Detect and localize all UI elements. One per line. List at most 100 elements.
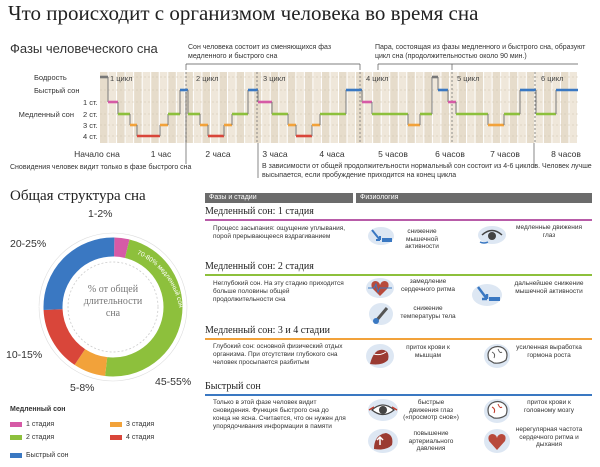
- legend-item-rem: Быстрый сон: [10, 452, 68, 459]
- cycle-label-5: 5 цикл: [457, 74, 480, 83]
- page-title: Что происходит с организмом человека во …: [8, 1, 479, 25]
- legend-swatch: [10, 435, 22, 440]
- hypnogram-stripe: [270, 72, 279, 143]
- hypnogram-stripe: [381, 72, 390, 143]
- legend-item-stage2: 2 стадия: [10, 434, 54, 441]
- heart-irregular-icon: [482, 427, 512, 460]
- row2-effect-2: снижение температуры тела: [400, 305, 456, 320]
- stage-label-2: 2 ст.: [83, 110, 98, 119]
- row4-effect-1: быстрые движения глаз («просмотр снов»): [403, 399, 459, 421]
- hypnogram-stripe: [321, 72, 330, 143]
- hypnogram-stripe: [484, 72, 492, 143]
- hypnogram-stripe: [501, 72, 509, 143]
- hypnogram-line: [100, 75, 578, 138]
- row1-effect-2: медленные движения глаз: [516, 224, 582, 239]
- legend-item-stage1: 1 стадия: [10, 421, 54, 428]
- row3-effect-2: усиленная выработка гормона роста: [516, 344, 582, 359]
- hypnogram-stripe: [373, 72, 381, 143]
- note-cycle: Сон человека состоит из сменяющихся фаз …: [188, 44, 332, 60]
- hour-label-6: 6 часов: [435, 149, 465, 159]
- donut-segment-rem: [43, 237, 115, 310]
- row4-effect-3: приток крови к головному мозгу: [523, 399, 575, 414]
- donut-outer-ring: [38, 232, 188, 382]
- hypnogram-stripe: [108, 72, 117, 143]
- row2-desc: Неглубокий сон. На эту стадию приходится…: [213, 280, 344, 303]
- row2-rule: [205, 274, 592, 276]
- note-dreams: Сновидения человек видит только в фазе б…: [10, 164, 192, 171]
- legend-title: Медленный сон: [10, 406, 66, 413]
- hypnogram-stripe: [202, 72, 210, 143]
- hypnogram-stripe: [313, 72, 321, 143]
- donut-segment-stage2: [105, 239, 183, 377]
- hypnogram-stripe: [262, 72, 270, 143]
- hypnogram-stripe: [518, 72, 526, 143]
- hour-label-5: 5 часов: [378, 149, 408, 159]
- hypnogram-stripe: [236, 72, 245, 143]
- legend-swatch: [10, 453, 22, 458]
- cycle-label-3: 3 цикл: [263, 74, 286, 83]
- donut-segment-stage3: [74, 348, 108, 377]
- muscle-blood-icon: [364, 342, 396, 375]
- hypnogram-chart: [100, 63, 578, 178]
- hypnogram-stripe: [347, 72, 356, 143]
- hypnogram-stripe: [441, 72, 449, 143]
- pct-label-rem: 20-25%: [10, 238, 47, 250]
- hypnogram-stripe: [509, 72, 518, 143]
- hypnogram-stripe: [253, 72, 262, 143]
- row4-effect-4: нерегулярная частота сердечного ритма и …: [515, 426, 583, 448]
- donut-segment-stage1: [113, 237, 130, 259]
- blood-pressure-icon: [366, 427, 400, 460]
- header-physiology: Физиология: [356, 193, 592, 203]
- hour-label-4: 4 часа: [319, 149, 345, 159]
- legend-item-stage4: 4 стадия: [110, 434, 154, 441]
- hypnogram-annotations: [185, 63, 578, 178]
- row3-title: Медленный сон: 3 и 4 стадии: [205, 325, 330, 336]
- stage-label-rem: Быстрый сон: [34, 86, 80, 95]
- row3-desc: Глубокий сон: основной физический отдых …: [213, 343, 343, 366]
- hypnogram-stripe: [543, 72, 552, 143]
- muscle-relax-icon: [470, 282, 504, 313]
- hypnogram-stripe: [467, 72, 475, 143]
- hypnogram-stripe: [364, 72, 373, 143]
- stage-label-3: 3 ст.: [83, 121, 98, 130]
- donut-segments: [38, 232, 188, 382]
- hypnogram-stripe: [356, 72, 364, 143]
- hypnogram-stripe: [526, 72, 535, 143]
- header-phases: Фазы и стадии: [205, 193, 353, 203]
- hypnogram-stripe: [168, 72, 176, 143]
- heart-icon: [364, 276, 396, 305]
- hypnogram-stripe: [125, 72, 134, 143]
- row2-title: Медленный сон: 2 стадия: [205, 261, 314, 272]
- hour-label-2: 2 часа: [205, 149, 231, 159]
- legend-item-stage3: 3 стадия: [110, 421, 154, 428]
- hypnogram-stripe: [407, 72, 415, 143]
- pct-label-stage4: 10-15%: [6, 349, 43, 361]
- row1-effect-1: снижение мышечной активности: [405, 228, 439, 250]
- pct-label-stage2: 45-55%: [155, 376, 192, 388]
- hypnogram-stripe: [304, 72, 313, 143]
- eye-icon: [476, 224, 508, 251]
- hypnogram-stripe: [245, 72, 253, 143]
- row4-title: Быстрый сон: [205, 381, 261, 392]
- stage-label-awake: Бодрость: [34, 73, 67, 82]
- hypnogram-stripe: [475, 72, 484, 143]
- hypnogram-stripe: [296, 72, 304, 143]
- hypnogram-stripe: [279, 72, 287, 143]
- hypnogram-stripe: [449, 72, 458, 143]
- hypnogram-stripe: [432, 72, 441, 143]
- hypnogram-stripe: [142, 72, 151, 143]
- hypnogram-stripe: [185, 72, 193, 143]
- hypnogram-stripe: [339, 72, 347, 143]
- hour-label-0: Начало сна: [74, 149, 120, 159]
- hypnogram-stripe: [458, 72, 467, 143]
- row3-rule: [205, 338, 592, 340]
- cycle-label-2: 2 цикл: [196, 74, 219, 83]
- hypnogram-stripe: [176, 72, 185, 143]
- hypnogram-stripe: [117, 72, 125, 143]
- pct-label-stage3: 5-8%: [70, 382, 95, 394]
- thermometer-icon: [368, 301, 394, 332]
- cycle-label-4: 4 цикл: [366, 74, 389, 83]
- row1-desc: Процесс засыпания: ощущение уплывания, п…: [213, 225, 346, 240]
- hypnogram-stripe: [560, 72, 569, 143]
- row4-desc: Только в этой фазе человек видит сновиде…: [213, 399, 346, 430]
